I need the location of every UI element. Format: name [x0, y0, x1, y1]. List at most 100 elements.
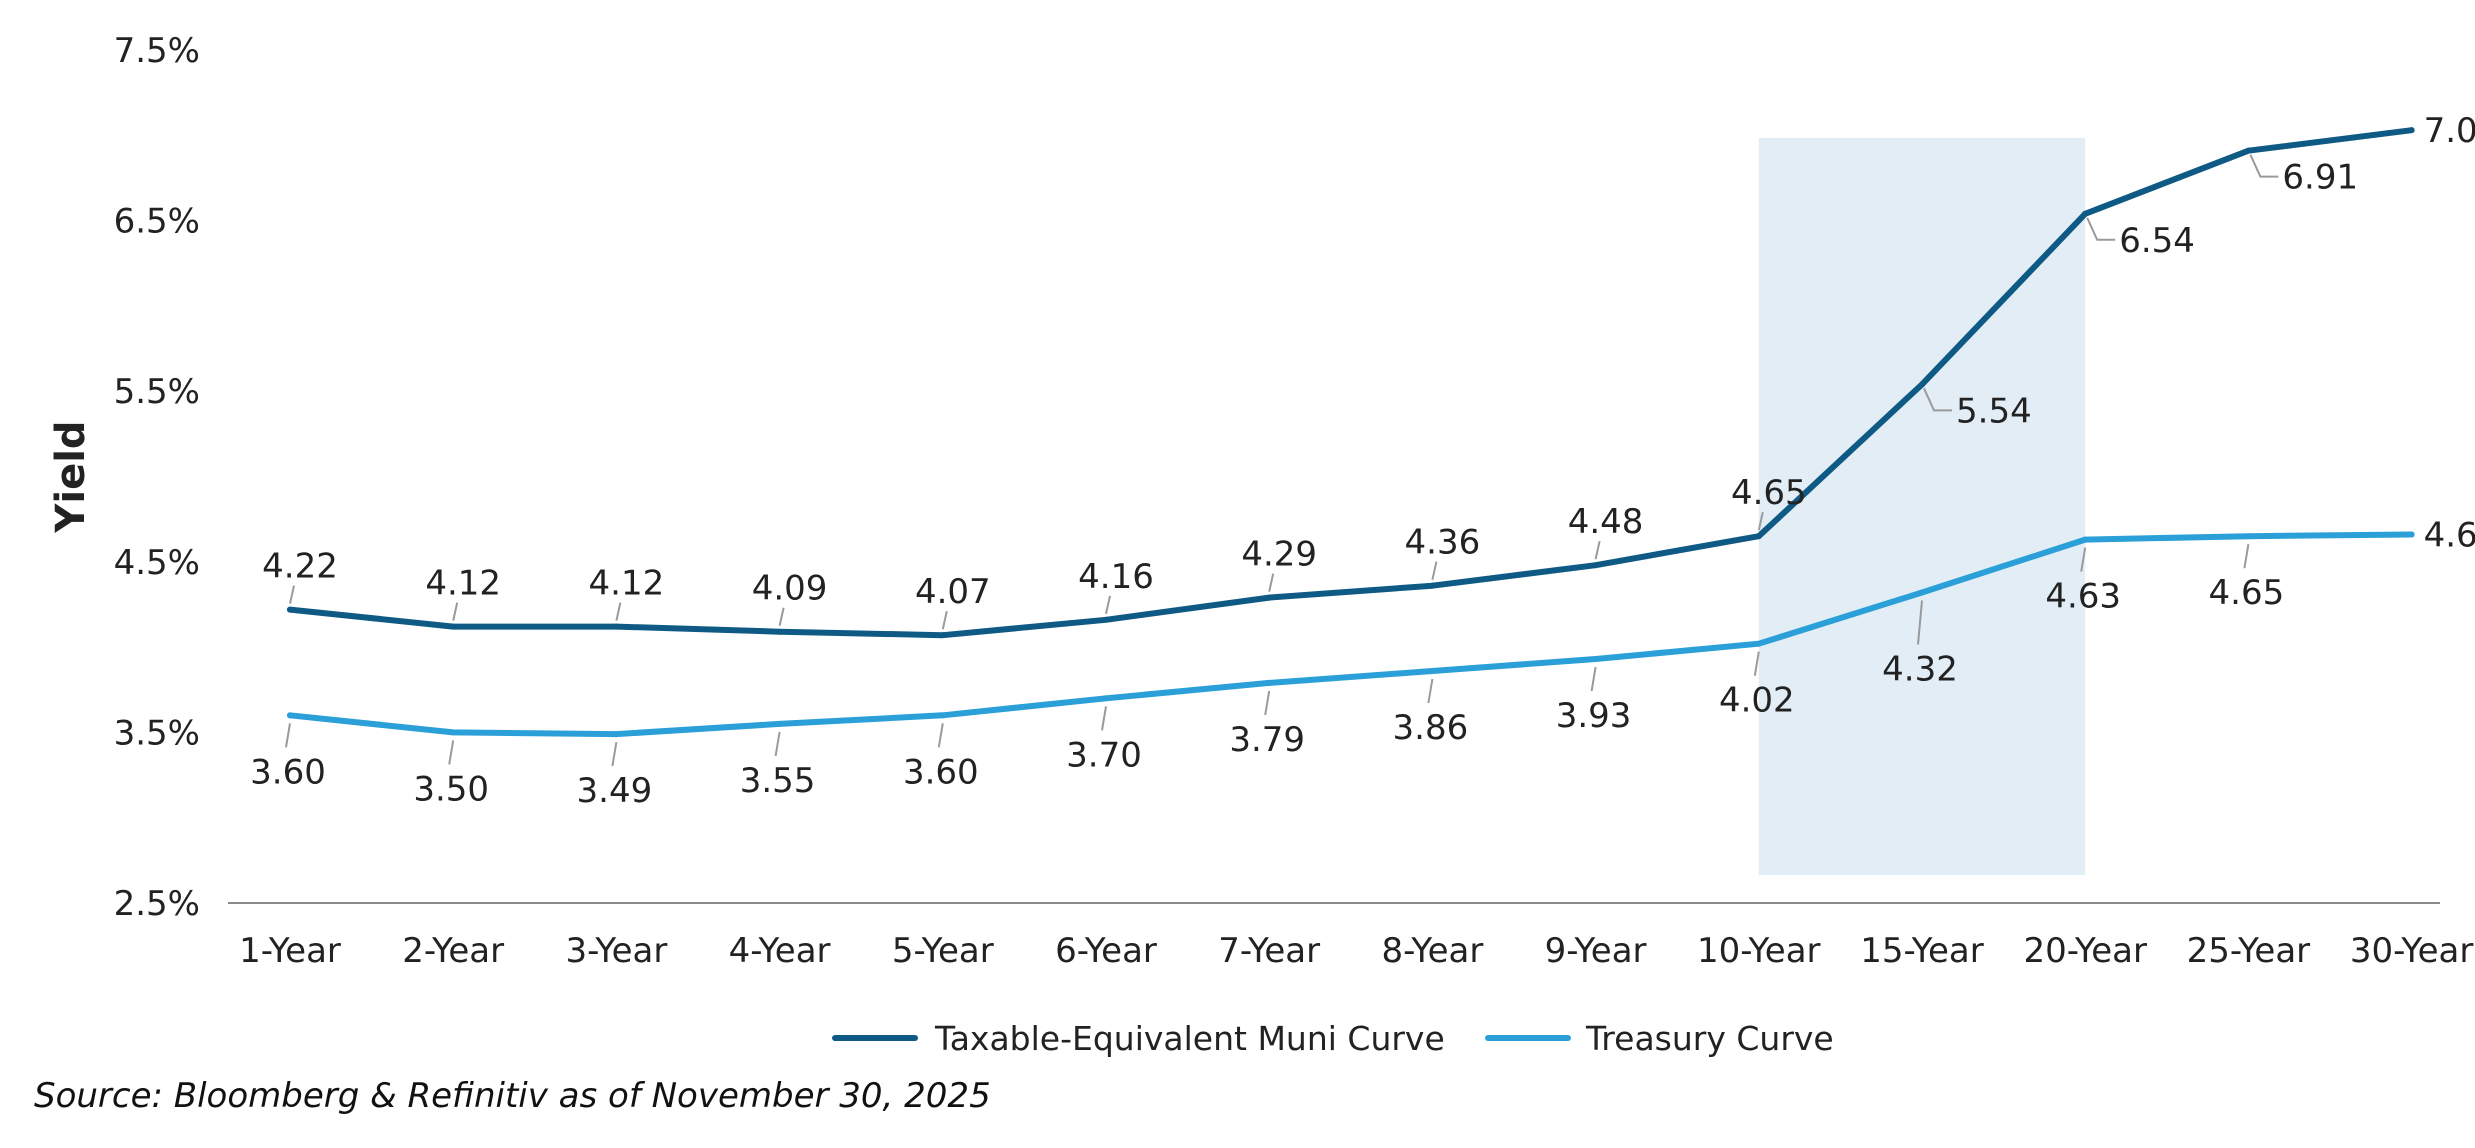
data-point: [1919, 589, 1925, 596]
leader-line: [452, 602, 459, 621]
data-label: 3.70: [1066, 735, 1142, 775]
leader-line: [611, 741, 618, 767]
leader-line: [1268, 573, 1275, 592]
data-label: 4.63: [2045, 577, 2121, 617]
x-tick-label: 15-Year: [1860, 931, 1984, 971]
leader-line: [2243, 544, 2250, 569]
x-tick-label: 9-Year: [1545, 931, 1647, 971]
y-tick-label: 5.5%: [114, 372, 200, 412]
x-tick-label: 2-Year: [402, 931, 504, 971]
data-label: 4.16: [1078, 557, 1154, 597]
x-tick-label: 6-Year: [1055, 931, 1157, 971]
data-label: 3.86: [1393, 708, 1469, 748]
leader-line: [778, 607, 785, 626]
data-label: 6.91: [2282, 158, 2358, 198]
data-label: 4.65: [2209, 573, 2285, 613]
data-label: 4.09: [752, 569, 828, 609]
data-label: 4.32: [1882, 650, 1958, 690]
data-label: 7.03: [2424, 111, 2475, 151]
leader-line: [289, 585, 295, 604]
x-tick-label: 7-Year: [1218, 931, 1320, 971]
data-point: [2245, 147, 2252, 154]
legend-label: Treasury Curve: [1585, 1019, 1834, 1058]
data-point: [1266, 594, 1273, 601]
data-point: [287, 712, 293, 719]
leader-line: [1923, 387, 1952, 412]
leader-line: [448, 740, 455, 765]
x-tick-label: 25-Year: [2187, 931, 2311, 971]
data-point: [613, 623, 620, 630]
data-label: 4.22: [262, 547, 338, 587]
data-point: [1103, 616, 1109, 623]
data-point: [2245, 533, 2252, 540]
x-tick-label: 4-Year: [729, 931, 831, 971]
leader-line: [941, 610, 948, 630]
data-point: [1429, 667, 1436, 674]
data-label: 4.12: [425, 564, 501, 604]
data-point: [2408, 127, 2415, 134]
data-label: 3.55: [740, 761, 816, 801]
data-label: 4.07: [915, 572, 991, 612]
data-label: 3.49: [577, 771, 653, 811]
data-point: [1919, 381, 1925, 388]
x-tick-label: 1-Year: [239, 931, 341, 971]
data-label: 3.50: [413, 769, 489, 809]
source-note: Source: Bloomberg & Refinitiv as of Nove…: [34, 1076, 991, 1116]
y-tick-label: 3.5%: [114, 713, 200, 753]
data-label: 4.29: [1241, 535, 1317, 575]
data-point: [1592, 656, 1599, 663]
data-label: 4.02: [1719, 681, 1795, 721]
leader-line: [1105, 595, 1111, 615]
data-point: [1755, 640, 1762, 647]
data-point: [613, 731, 620, 738]
leader-line: [1427, 678, 1434, 704]
data-label: 3.79: [1229, 720, 1305, 760]
data-point: [450, 623, 457, 630]
data-point: [2082, 536, 2089, 543]
leader-line: [1753, 651, 1760, 676]
data-label: 3.93: [1556, 696, 1632, 736]
data-point: [939, 712, 946, 719]
leader-line: [1431, 561, 1438, 580]
x-tick-label: 8-Year: [1381, 931, 1483, 971]
data-label: 4.36: [1405, 523, 1481, 563]
data-point: [287, 606, 293, 613]
data-point: [1755, 533, 1762, 540]
leader-line: [285, 723, 291, 748]
leader-line: [1917, 600, 1923, 645]
leader-line: [1264, 690, 1271, 716]
series-line-1: [287, 531, 2415, 738]
data-point: [776, 720, 783, 727]
series-line-0: [287, 127, 2415, 639]
data-point: [776, 628, 783, 635]
leader-line: [1101, 706, 1107, 731]
legend-label: Taxable-Equivalent Muni Curve: [934, 1019, 1445, 1058]
leader-line: [615, 602, 622, 621]
data-point: [450, 729, 457, 736]
data-point: [939, 632, 946, 639]
x-tick-label: 10-Year: [1697, 931, 1821, 971]
y-tick-label: 7.5%: [114, 31, 200, 71]
leader-line: [1590, 666, 1597, 692]
leader-line: [937, 723, 944, 748]
data-point: [1266, 679, 1273, 686]
x-tick-label: 3-Year: [565, 931, 667, 971]
data-label: 4.12: [589, 564, 665, 604]
data-label: 5.54: [1956, 391, 2032, 431]
data-point: [2082, 210, 2089, 217]
y-tick-label: 6.5%: [114, 202, 200, 242]
x-tick-label: 30-Year: [2350, 931, 2474, 971]
y-axis-title: Yield: [48, 420, 94, 533]
data-point: [1592, 562, 1599, 569]
leader-line: [2249, 154, 2279, 178]
data-label: 6.54: [2119, 221, 2195, 261]
x-tick-label: 5-Year: [892, 931, 994, 971]
data-label: 3.60: [250, 752, 326, 792]
data-label: 4.48: [1568, 502, 1644, 542]
x-tick-label: 20-Year: [2023, 931, 2147, 971]
data-label: 4.66: [2424, 516, 2475, 556]
highlight-band: [1758, 138, 2086, 875]
leader-line: [1757, 511, 1764, 531]
data-point: [1429, 582, 1436, 589]
